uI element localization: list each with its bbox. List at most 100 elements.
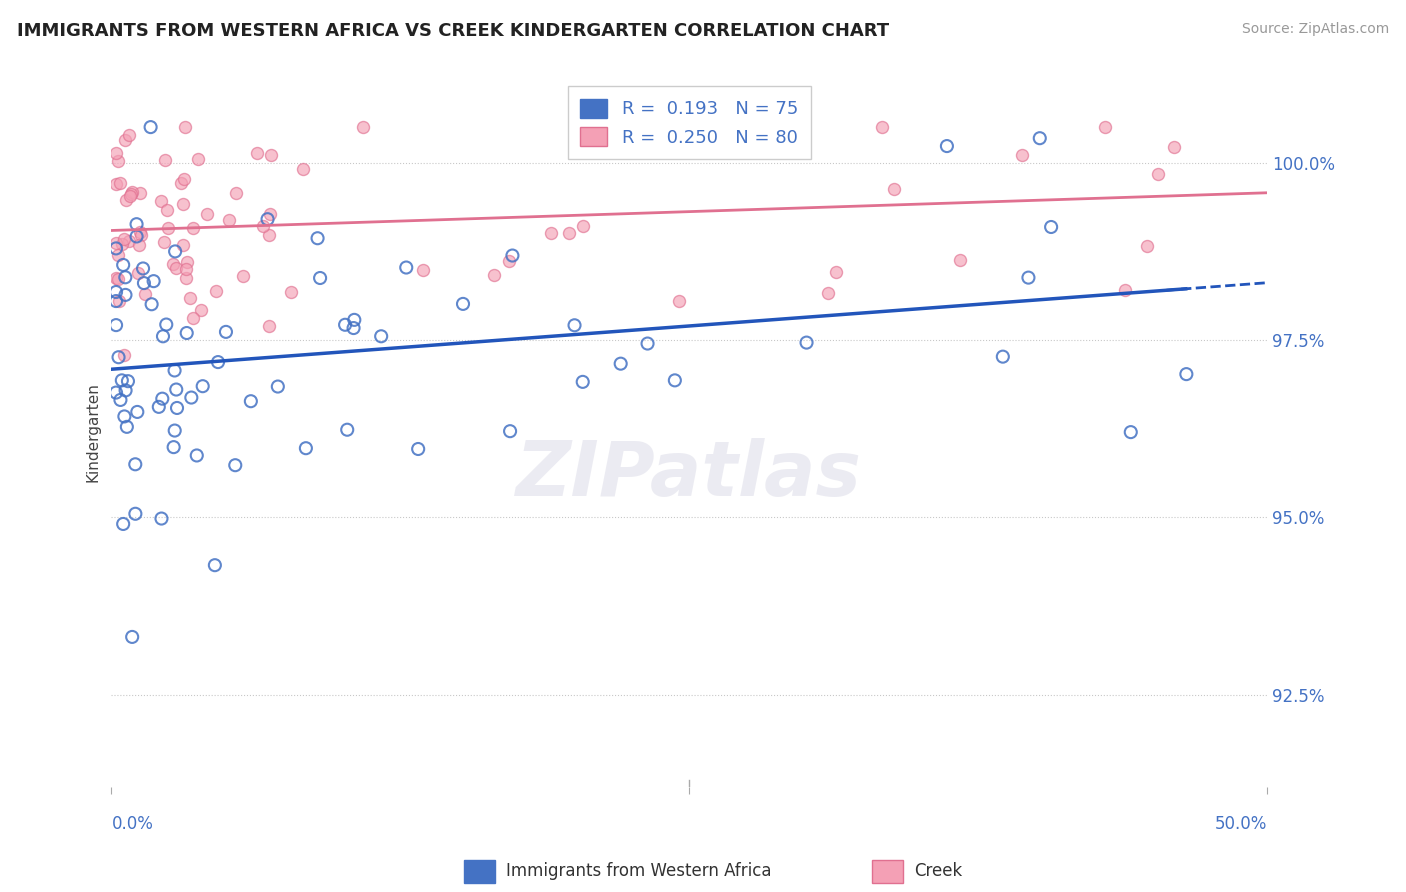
Point: [205, 285, 228, 299]
Point: [162, 440, 184, 454]
Point: [370, 329, 392, 343]
Point: [165, 383, 187, 397]
Point: [180, 391, 202, 405]
Point: [252, 219, 274, 234]
Point: [824, 265, 846, 279]
Point: [125, 229, 148, 244]
Point: [165, 244, 187, 259]
Point: [125, 217, 148, 231]
Legend: R =  0.193   N = 75, R =  0.250   N = 80: R = 0.193 N = 75, R = 0.250 N = 80: [568, 87, 811, 160]
Point: [571, 375, 593, 389]
Text: Immigrants from Western Africa: Immigrants from Western Africa: [506, 863, 772, 880]
Point: [114, 193, 136, 207]
Point: [752, 120, 775, 134]
Point: [482, 268, 505, 282]
Point: [796, 335, 818, 350]
Point: [114, 384, 136, 398]
Point: [112, 258, 135, 272]
Point: [176, 255, 198, 269]
Point: [307, 231, 329, 245]
Point: [190, 303, 212, 318]
Point: [111, 236, 134, 251]
Point: [309, 271, 332, 285]
Point: [148, 400, 170, 414]
Point: [163, 424, 186, 438]
Point: [343, 313, 366, 327]
Point: [1136, 239, 1159, 253]
Point: [152, 329, 174, 343]
Text: 50.0%: 50.0%: [1215, 815, 1267, 833]
Point: [120, 186, 142, 201]
Point: [134, 286, 156, 301]
Point: [181, 311, 204, 326]
Point: [107, 272, 129, 286]
Point: [139, 120, 162, 134]
Point: [155, 318, 177, 332]
Point: [1119, 425, 1142, 439]
Point: [150, 511, 173, 525]
Point: [257, 228, 280, 243]
Point: [129, 186, 152, 200]
Point: [176, 326, 198, 340]
Point: [129, 227, 152, 242]
Point: [949, 252, 972, 267]
Point: [291, 162, 314, 177]
Point: [218, 213, 240, 227]
Point: [1147, 167, 1170, 181]
Point: [817, 286, 839, 301]
Point: [142, 274, 165, 288]
Point: [121, 630, 143, 644]
Point: [129, 225, 152, 239]
Point: [186, 449, 208, 463]
Point: [105, 385, 128, 400]
Point: [117, 374, 139, 388]
Point: [118, 128, 141, 143]
Point: [1114, 283, 1136, 297]
Point: [105, 318, 128, 332]
Point: [107, 350, 129, 364]
Point: [215, 325, 238, 339]
Point: [257, 319, 280, 334]
Point: [1017, 270, 1039, 285]
Point: [564, 318, 586, 333]
Point: [112, 348, 135, 362]
Point: [1175, 367, 1198, 381]
Point: [1094, 120, 1116, 134]
Point: [162, 257, 184, 271]
Point: [105, 178, 128, 192]
Point: [114, 270, 136, 285]
Point: [451, 297, 474, 311]
Point: [112, 409, 135, 424]
Point: [120, 189, 142, 203]
Point: [174, 261, 197, 276]
Point: [107, 153, 129, 168]
Point: [225, 186, 247, 201]
Point: [204, 558, 226, 573]
Point: [395, 260, 418, 275]
Point: [1163, 140, 1185, 154]
Point: [173, 120, 195, 134]
Point: [232, 268, 254, 283]
Point: [112, 232, 135, 246]
Point: [239, 394, 262, 409]
Point: [105, 294, 128, 309]
Point: [1040, 219, 1063, 234]
Point: [121, 185, 143, 199]
Point: [150, 392, 173, 406]
Point: [224, 458, 246, 473]
Point: [883, 182, 905, 196]
Point: [870, 120, 893, 134]
Point: [115, 420, 138, 434]
Point: [128, 237, 150, 252]
Point: [1029, 131, 1052, 145]
Point: [540, 226, 562, 240]
Point: [571, 219, 593, 233]
Point: [153, 153, 176, 167]
Point: [132, 276, 155, 290]
Point: [191, 379, 214, 393]
Point: [114, 133, 136, 147]
Point: [498, 254, 520, 268]
Point: [181, 220, 204, 235]
Point: [141, 297, 163, 311]
Point: [150, 194, 173, 208]
